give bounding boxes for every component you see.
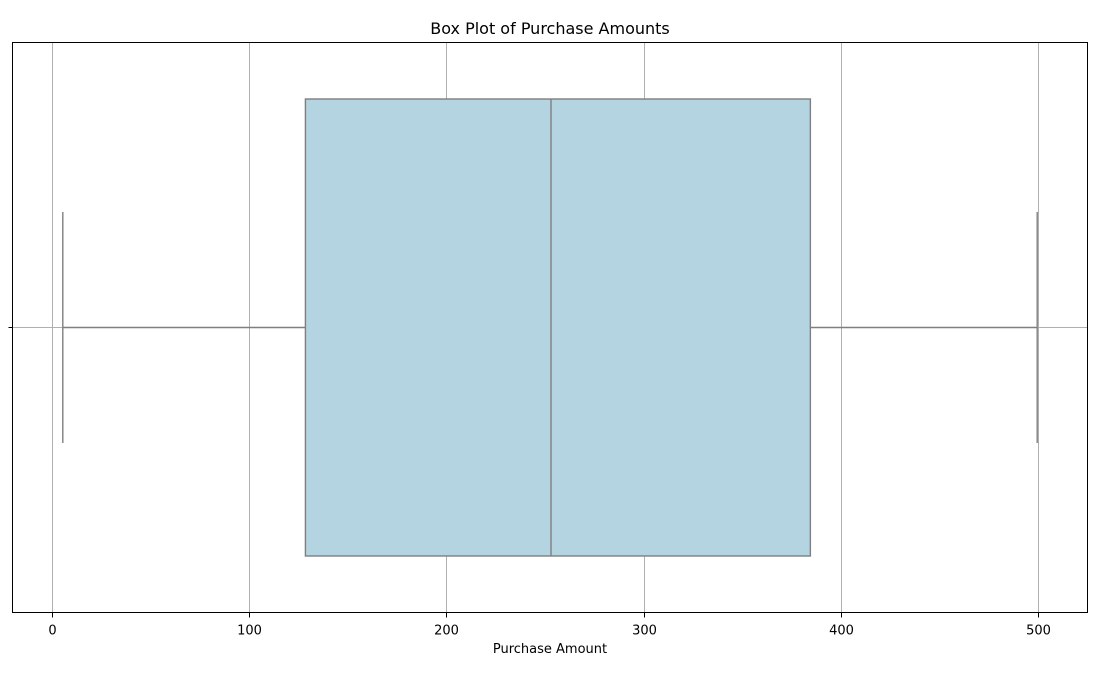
interquartile-box bbox=[304, 98, 812, 557]
box-plot bbox=[62, 98, 1038, 557]
x-tick-label-100: 100 bbox=[237, 624, 262, 639]
x-tick-label-300: 300 bbox=[632, 624, 657, 639]
x-tick-label-500: 500 bbox=[1026, 624, 1051, 639]
chart-title: Box Plot of Purchase Amounts bbox=[430, 19, 670, 38]
x-tick-label-0: 0 bbox=[48, 624, 56, 639]
x-tick-label-200: 200 bbox=[434, 624, 459, 639]
x-axis-ticks: 0 100 200 300 400 500 bbox=[8, 327, 1051, 639]
x-axis-label: Purchase Amount bbox=[493, 642, 607, 657]
x-tick-label-400: 400 bbox=[829, 624, 854, 639]
